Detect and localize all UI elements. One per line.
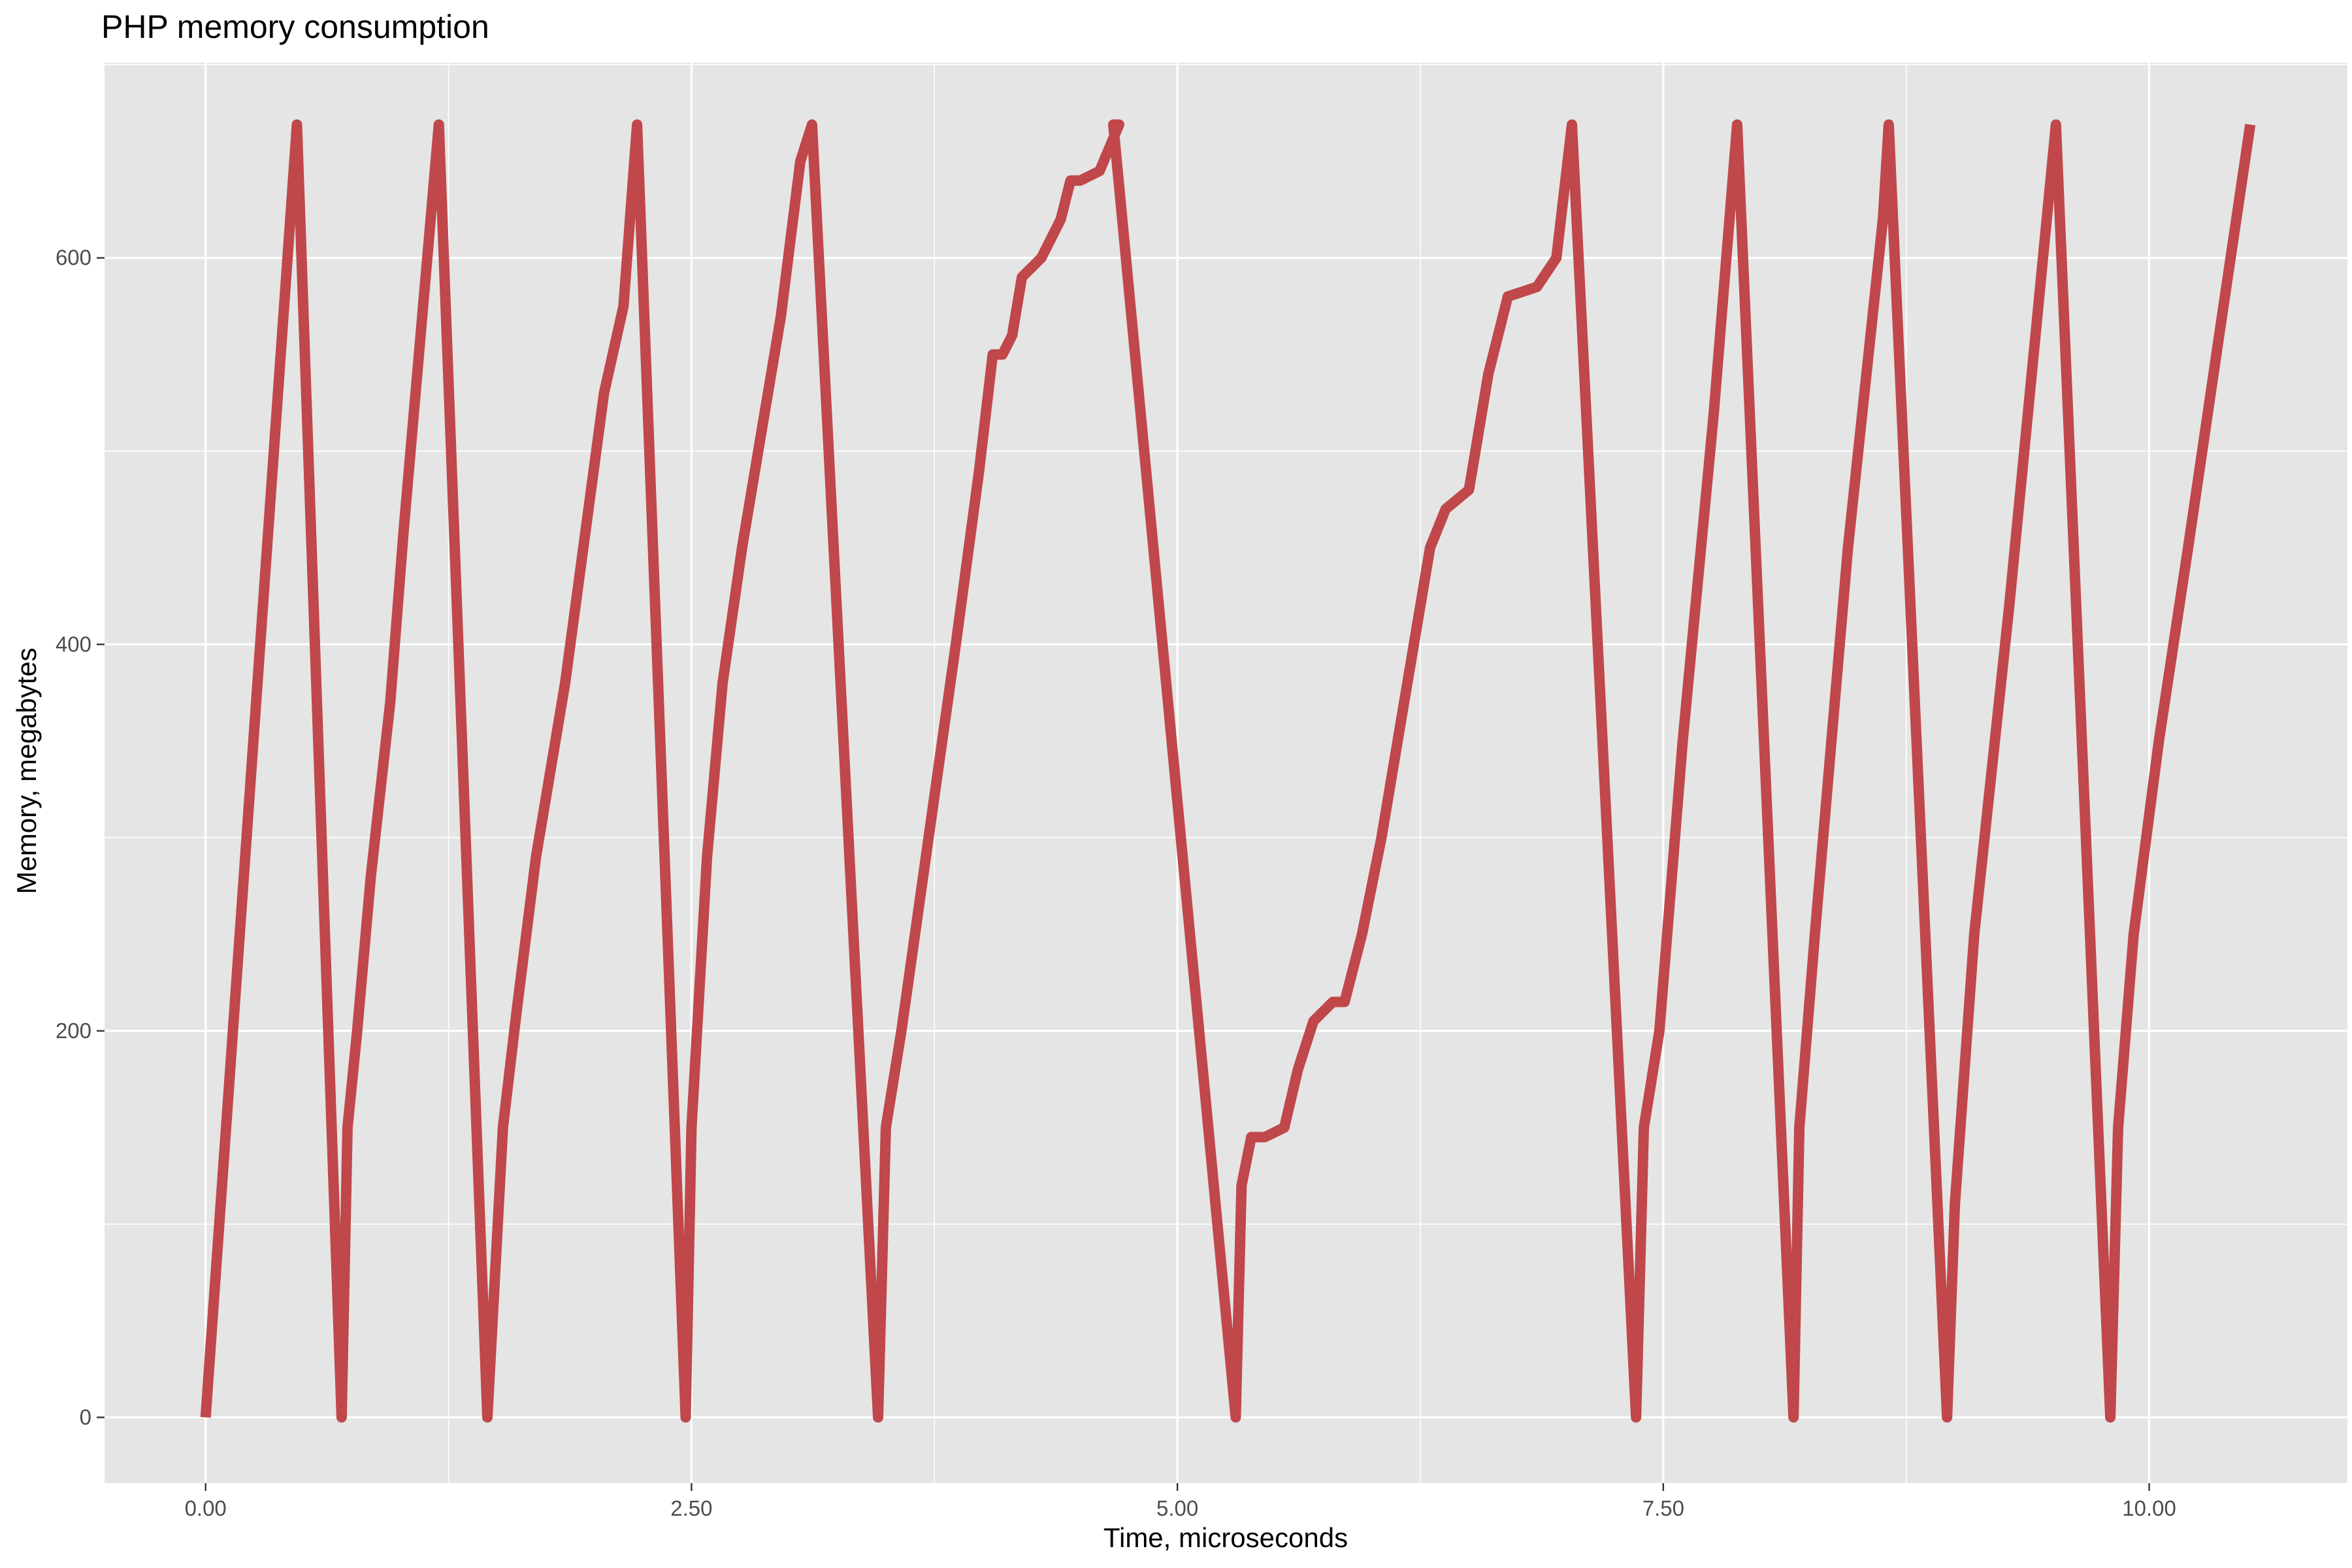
y-tick-label: 400 (56, 632, 91, 656)
chart-title: PHP memory consumption (101, 8, 489, 45)
x-tick-label: 0.00 (185, 1496, 227, 1520)
memory-series-line (200, 119, 2256, 1423)
x-tick-label: 2.50 (670, 1496, 712, 1520)
x-axis-title: Time, microseconds (1103, 1522, 1348, 1553)
x-tick-label: 5.00 (1156, 1496, 1198, 1520)
y-tick-label: 200 (56, 1019, 91, 1043)
x-tick-label: 7.50 (1642, 1496, 1684, 1520)
x-axis: 0.00 2.50 5.00 7.50 10.00 (185, 1483, 2176, 1520)
y-axis: 0 200 400 600 (56, 246, 105, 1429)
y-axis-title: Memory, megabytes (11, 647, 42, 894)
series-group (200, 119, 2256, 1423)
y-tick-label: 0 (80, 1405, 91, 1429)
y-tick-label: 600 (56, 246, 91, 270)
x-tick-label: 10.00 (2122, 1496, 2176, 1520)
